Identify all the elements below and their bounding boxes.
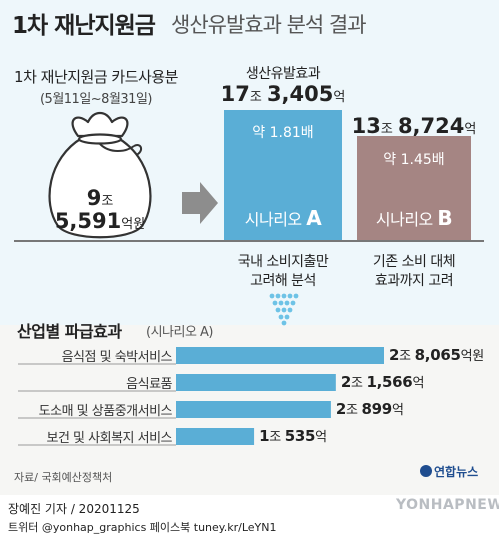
- money-bag-jo-unit: 조: [101, 194, 114, 209]
- arrow-right-icon: [182, 182, 218, 224]
- industry-bar: [176, 374, 336, 391]
- yonhap-logo-text: 연합뉴스: [434, 465, 479, 479]
- scenario-b-label: 시나리오 B: [357, 206, 471, 230]
- value-jo: 1: [259, 427, 270, 445]
- scenario-a-total-jo: 17: [220, 82, 250, 106]
- value-eok: 8,065: [414, 346, 461, 364]
- reporter-credit: 장예진 기자 / 20201125: [8, 502, 140, 516]
- value-jo-unit: 조: [346, 403, 358, 418]
- money-bag-eok-unit: 억원: [121, 217, 146, 232]
- scenario-a-multiplier: 약 1.81배: [252, 125, 314, 141]
- value-eok-unit: 억원: [460, 349, 485, 364]
- industry-category-label: 보건 및 사회복지 서비스: [46, 431, 173, 446]
- source-note: 자료/ 국회예산정책처: [14, 471, 113, 484]
- industry-section-note: (시나리오 A): [146, 325, 214, 340]
- scenario-b-label-text: 시나리오: [375, 210, 433, 229]
- value-jo: 2: [335, 400, 347, 418]
- watermark: YONHAPNEWS: [396, 497, 499, 513]
- scenario-b-description-line2: 효과까지 고려: [374, 273, 454, 289]
- money-bag-jo-number: 9: [86, 186, 102, 210]
- industry-section-title: 산업별 파급효과: [17, 322, 122, 341]
- value-jo: 2: [389, 346, 400, 364]
- value-eok-unit: 억: [412, 376, 425, 391]
- yonhap-logo-mark-icon: [420, 465, 432, 477]
- scenario-a-description-line2: 고려해 분석: [250, 273, 316, 289]
- industry-bar: [176, 401, 331, 418]
- scenario-b-letter: B: [437, 206, 453, 230]
- value-jo-unit: 조: [399, 349, 411, 364]
- scenario-b-multiplier: 약 1.45배: [383, 152, 445, 168]
- scenario-a-label-text: 시나리오: [244, 210, 302, 229]
- scenario-b-total-jo: 13: [351, 114, 381, 138]
- scenario-a-total: 17조 3,405억: [214, 82, 352, 106]
- industry-category-label: 음식점 및 숙박서비스: [61, 350, 173, 365]
- industry-value-label: 2조 899억: [336, 399, 404, 418]
- scenario-b-description-line1: 기존 소비 대체: [372, 254, 456, 270]
- value-jo: 2: [340, 373, 351, 391]
- industry-category-label: 도소매 및 상품중개서비스: [38, 404, 173, 419]
- value-eok: 1,566: [366, 373, 413, 391]
- value-eok: 899: [361, 400, 393, 418]
- money-bag-label: 1차 재난지원금 카드사용분: [14, 68, 178, 86]
- industry-value-label: 2조 8,065억원: [389, 345, 484, 364]
- scenario-a-total-eok: 3,405: [266, 82, 334, 106]
- scenario-a-total-jo-unit: 조: [249, 90, 262, 105]
- money-bag-period: (5월11일~8월31일): [39, 92, 153, 107]
- baseline: [14, 240, 484, 242]
- scenario-a-bar: [224, 110, 342, 240]
- industry-value-label: 2조 1,566억: [340, 372, 425, 391]
- scenario-a-label: 시나리오 A: [224, 206, 342, 230]
- industry-bar: [176, 347, 384, 364]
- money-bag-eok-number: 5,591: [54, 209, 122, 233]
- money-bag-amount-jo: 9조: [54, 186, 146, 210]
- scenario-b-total: 13조 8,724억: [348, 114, 480, 138]
- page-title: 1차 재난지원금: [12, 13, 156, 39]
- page-subtitle: 생산유발효과 분석 결과: [171, 13, 367, 37]
- money-bag-icon: [48, 111, 152, 239]
- industry-category-label: 음식료품: [126, 377, 172, 392]
- scenario-a-total-eok-unit: 억: [333, 90, 346, 105]
- scenario-a-subtitle: 생산유발효과: [245, 66, 321, 82]
- scenario-b-total-eok-unit: 억: [464, 122, 477, 137]
- industry-value-label: 1조 535억: [259, 426, 327, 445]
- scenario-a-letter: A: [306, 206, 322, 230]
- footer-panel: [0, 495, 499, 538]
- money-bag-amount-eok: 5,591억원: [44, 209, 156, 233]
- value-eok-unit: 억: [391, 403, 404, 418]
- industry-bar: [176, 428, 255, 445]
- scenario-bar-chart: [224, 110, 471, 240]
- scenario-a-description-line1: 국내 소비지출만: [237, 254, 329, 270]
- value-eok: 535: [284, 427, 316, 445]
- value-eok-unit: 억: [315, 430, 327, 445]
- dots-arrow-down-icon: [269, 293, 299, 326]
- yonhap-logo: 연합뉴스: [420, 463, 478, 480]
- scenario-b-total-jo-unit: 조: [380, 122, 393, 137]
- scenario-b-bar: [357, 136, 471, 240]
- scenario-b-total-eok: 8,724: [397, 114, 465, 138]
- value-jo-unit: 조: [269, 430, 281, 445]
- social-links: 트위터 @yonhap_graphics 페이스북 tuney.kr/LeYN1: [8, 521, 277, 534]
- value-jo-unit: 조: [350, 376, 363, 391]
